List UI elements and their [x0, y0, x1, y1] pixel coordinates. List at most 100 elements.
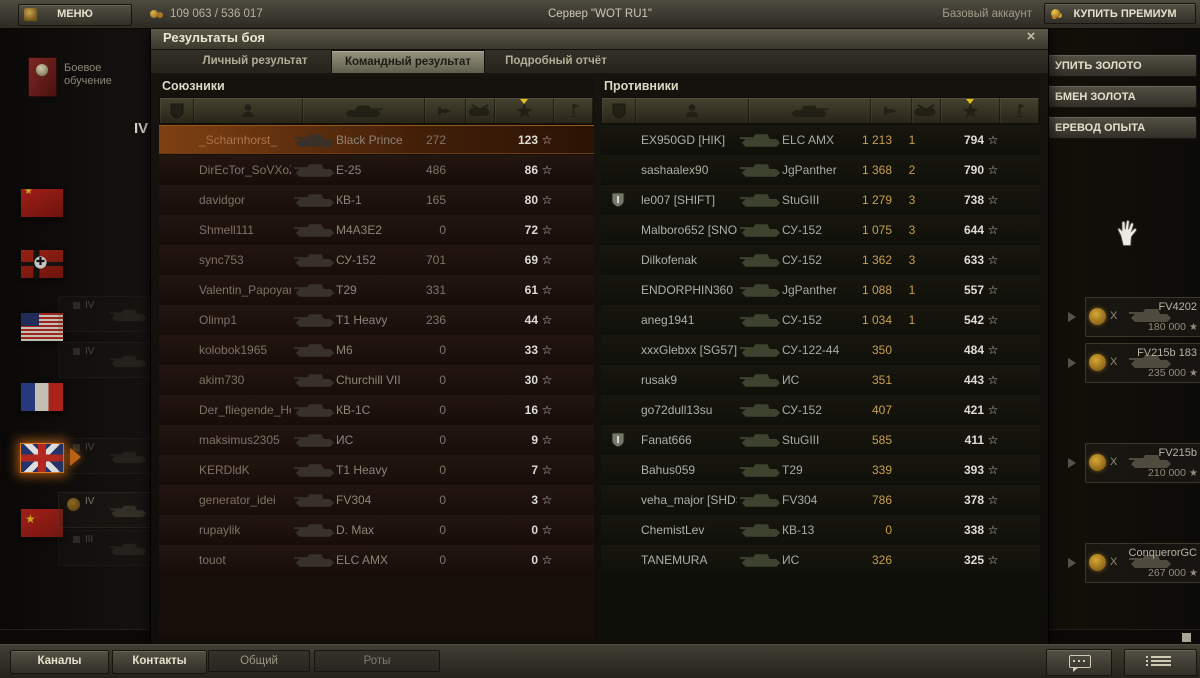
tech-node-left[interactable]: III [58, 530, 152, 566]
player-row[interactable]: Shmell111 M4A3E2 0 72 ☆ [159, 215, 594, 244]
contacts-button[interactable]: Контакты [112, 650, 207, 674]
player-row[interactable]: Valentin_Papoyani T29 331 61 ☆ [159, 275, 594, 304]
dialog-header: Результаты боя × [151, 26, 1048, 50]
player-row[interactable]: rupaylik D. Max 0 0 ☆ [159, 515, 594, 544]
kills-column-icon[interactable] [466, 98, 495, 123]
player-row[interactable]: touot ELC AMX 0 0 ☆ [159, 545, 594, 574]
player-row[interactable]: kolobok1965 M6 0 33 ☆ [159, 335, 594, 364]
kills-value: 3 [908, 252, 916, 267]
player-row[interactable]: le007 [SHIFT] StuGIII 1 279 3 738 ☆ [601, 185, 1040, 214]
tank-name: КВ-1С [336, 402, 371, 417]
tank-column-icon[interactable] [749, 98, 871, 123]
player-row[interactable]: xxxGlebxx [SG57] СУ-122-44 350 484 ☆ [601, 335, 1040, 364]
tank-icon [291, 365, 336, 394]
player-row[interactable]: Bahus059 T29 339 393 ☆ [601, 455, 1040, 484]
capture-cell [556, 275, 594, 304]
battle-training-item[interactable]: Боевое обучение [28, 57, 148, 109]
nation-flag-usa[interactable] [20, 312, 64, 342]
player-row[interactable]: Fanat666 StuGIII 585 411 ☆ [601, 425, 1040, 454]
clan-column-icon[interactable] [602, 98, 636, 123]
player-column-icon[interactable] [194, 98, 303, 123]
menu-button[interactable]: МЕНЮ [18, 4, 132, 26]
nation-flag-china[interactable] [20, 508, 64, 538]
player-column-icon[interactable] [636, 98, 749, 123]
player-row[interactable]: davidgor КВ-1 165 80 ☆ [159, 185, 594, 214]
tech-node-left[interactable]: IV [58, 342, 152, 378]
tech-node-left[interactable]: IV [58, 296, 152, 332]
player-name: EX950GD [HIK] [641, 132, 726, 147]
kills-value: 1 [908, 282, 916, 297]
damage-column-icon[interactable] [425, 98, 466, 123]
player-row[interactable]: Malboro652 [SNOW_] СУ-152 1 075 3 644☆ [601, 215, 1040, 244]
player-row[interactable]: sync753 СУ-152 701 69 ☆ [159, 245, 594, 274]
xp-column-icon[interactable] [495, 98, 554, 123]
player-row[interactable]: DirEcTor_SoVXoZa E-25 486 86☆ [159, 155, 594, 184]
player-name: davidgor [199, 192, 246, 207]
tank-name: D. Max [336, 522, 375, 537]
player-row[interactable]: maksimus2305 ИС 0 9 ☆ [159, 425, 594, 454]
player-row[interactable]: TANEMURA ИС 326 325 ☆ [601, 545, 1040, 574]
player-row[interactable]: Olimp1 T1 Heavy 236 44 ☆ [159, 305, 594, 334]
chat-scroll-handle[interactable] [1182, 633, 1191, 642]
tech-node-left[interactable]: IV [58, 492, 152, 528]
tech-node-fv215b[interactable]: X FV215b 210 000 ★ [1085, 443, 1200, 483]
nation-flag-france[interactable] [20, 382, 64, 412]
player-row[interactable]: EX950GD [HIK] ELC AMX 1 213 1 794 ☆ [601, 125, 1040, 154]
damage-column-icon[interactable] [871, 98, 912, 123]
player-row[interactable]: rusak9 ИС 351 443 ☆ [601, 365, 1040, 394]
player-row[interactable]: ENDORPHIN360 JgPanther 1 088 1 557 ☆ [601, 275, 1040, 304]
tank-name: Black Prince [336, 132, 403, 147]
chat-window-button[interactable] [1046, 649, 1112, 676]
player-list-button[interactable] [1124, 649, 1197, 676]
tech-node-conquerorgc[interactable]: X ConquerorGC 267 000 ★ [1085, 543, 1200, 583]
list-icon [1146, 656, 1171, 669]
close-icon[interactable]: × [1026, 28, 1036, 45]
player-row[interactable]: Der_fliegende_Hollander КВ-1С 0 16☆ [159, 395, 594, 424]
clan-column-icon[interactable] [160, 98, 194, 123]
kills-value [452, 335, 480, 364]
player-row[interactable]: ChemistLev КВ-13 0 338 ☆ [601, 515, 1040, 544]
xp-column-icon[interactable] [941, 98, 1000, 123]
tab-team-result[interactable]: Командный результат [331, 50, 485, 74]
player-name: Malboro652 [SNOW_] [641, 222, 737, 237]
tank-icon [291, 545, 336, 574]
kills-value [452, 485, 480, 514]
player-row[interactable]: go72dull13su СУ-152 407 421 ☆ [601, 395, 1040, 424]
convert-xp-button[interactable]: ЕРЕВОД ОПЫТА [1032, 116, 1197, 139]
player-name: sync753 [199, 252, 244, 267]
kills-value [898, 455, 926, 484]
kills-value [452, 365, 480, 394]
player-name: aneg1941 [641, 312, 695, 327]
player-row[interactable]: KERDldK T1 Heavy 0 7 ☆ [159, 455, 594, 484]
player-row[interactable]: sashaalex90 JgPanther 1 368 2 790 ☆ [601, 155, 1040, 184]
tab-personal-result[interactable]: Личный результат [202, 55, 308, 67]
chat-tab-general[interactable]: Общий [208, 650, 310, 672]
nation-flag-uk[interactable] [20, 443, 64, 473]
tank-class-icon [1089, 554, 1106, 571]
channels-button[interactable]: Каналы [10, 650, 109, 674]
player-row[interactable]: _Scharnhorst_ Black Prince 272 123 ☆ [159, 125, 594, 154]
nation-flag-ussr[interactable] [20, 188, 64, 218]
player-row[interactable]: veha_major [SHDS] FV304 786 378 ☆ [601, 485, 1040, 514]
tank-class-icon [1089, 354, 1106, 371]
player-row[interactable]: Dilkofenak СУ-152 1 362 3 633 ☆ [601, 245, 1040, 274]
damage-value: 0 [439, 372, 446, 387]
player-row[interactable]: akim730 Churchill VII 0 30 ☆ [159, 365, 594, 394]
tank-name: StuGIII [782, 432, 820, 447]
buy-premium-button[interactable]: КУПИТЬ ПРЕМИУМ [1044, 3, 1196, 24]
nation-flag-germany[interactable] [20, 249, 64, 279]
tank-column-icon[interactable] [303, 98, 425, 123]
kills-column-icon[interactable] [912, 98, 941, 123]
chat-tab-companies[interactable]: Роты [314, 650, 440, 672]
buy-gold-button[interactable]: УПИТЬ ЗОЛОТО [1032, 54, 1197, 77]
tech-node-fv4202[interactable]: X FV4202 180 000 ★ [1085, 297, 1200, 337]
exchange-gold-button[interactable]: БМЕН ЗОЛОТА [1032, 85, 1197, 108]
player-row[interactable]: aneg1941 СУ-152 1 034 1 542 ☆ [601, 305, 1040, 334]
tech-node-left[interactable]: IV [58, 438, 152, 474]
player-row[interactable]: generator_idei FV304 0 3 ☆ [159, 485, 594, 514]
tech-node-fv215b-183[interactable]: X FV215b 183 235 000 ★ [1085, 343, 1200, 383]
capture-column-icon[interactable] [554, 98, 593, 123]
tab-detailed-report[interactable]: Подробный отчёт [505, 55, 607, 67]
xp-star-icon: ★ [1189, 468, 1198, 479]
capture-column-icon[interactable] [1000, 98, 1039, 123]
